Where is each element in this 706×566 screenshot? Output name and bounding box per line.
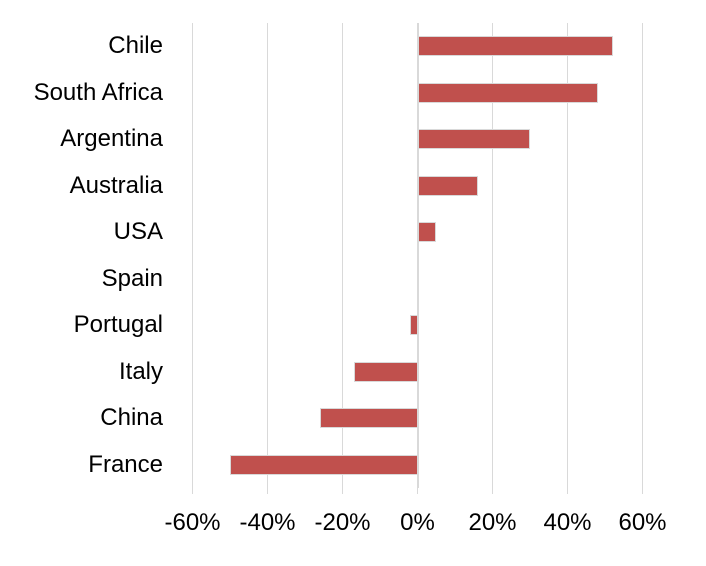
bar-china xyxy=(320,408,418,429)
category-label-usa: USA xyxy=(113,218,163,246)
category-label-italy: Italy xyxy=(118,357,163,385)
bar-italy xyxy=(353,361,418,382)
category-label-france: France xyxy=(88,450,163,478)
bar-argentina xyxy=(417,129,530,150)
category-label-china: China xyxy=(100,404,163,432)
gridline-60 xyxy=(642,23,643,488)
x-tickmark-60 xyxy=(642,488,643,494)
bar-usa xyxy=(417,222,437,243)
gridline--60 xyxy=(192,23,193,488)
x-tick-label--40: -40% xyxy=(239,509,296,536)
x-tickmark--20 xyxy=(342,488,343,494)
bar-portugal xyxy=(410,315,418,336)
gridline--20 xyxy=(342,23,343,488)
bar-france xyxy=(230,454,418,475)
x-tickmark-20 xyxy=(492,488,493,494)
x-tickmark--60 xyxy=(192,488,193,494)
x-tick-label-60: 60% xyxy=(618,509,667,536)
x-tick-label-20: 20% xyxy=(468,509,517,536)
category-label-spain: Spain xyxy=(101,264,163,292)
x-tick-label--60: -60% xyxy=(164,509,221,536)
bar-south-africa xyxy=(417,82,598,103)
category-label-australia: Australia xyxy=(69,171,163,199)
x-tickmark--40 xyxy=(267,488,268,494)
bar-australia xyxy=(417,175,478,196)
x-tick-label-0: 0% xyxy=(400,509,435,536)
x-tick-label--20: -20% xyxy=(314,509,371,536)
category-label-chile: Chile xyxy=(108,32,163,60)
x-tickmark-40 xyxy=(567,488,568,494)
category-label-portugal: Portugal xyxy=(73,311,163,339)
gridline-40 xyxy=(567,23,568,488)
category-label-argentina: Argentina xyxy=(60,125,163,153)
x-tickmark-0 xyxy=(417,488,418,494)
zero-axis-line xyxy=(416,23,419,488)
category-label-south-africa: South Africa xyxy=(33,78,163,106)
gridline-20 xyxy=(492,23,493,488)
x-tick-label-40: 40% xyxy=(543,509,592,536)
bar-chile xyxy=(417,36,613,57)
gridline--40 xyxy=(267,23,268,488)
